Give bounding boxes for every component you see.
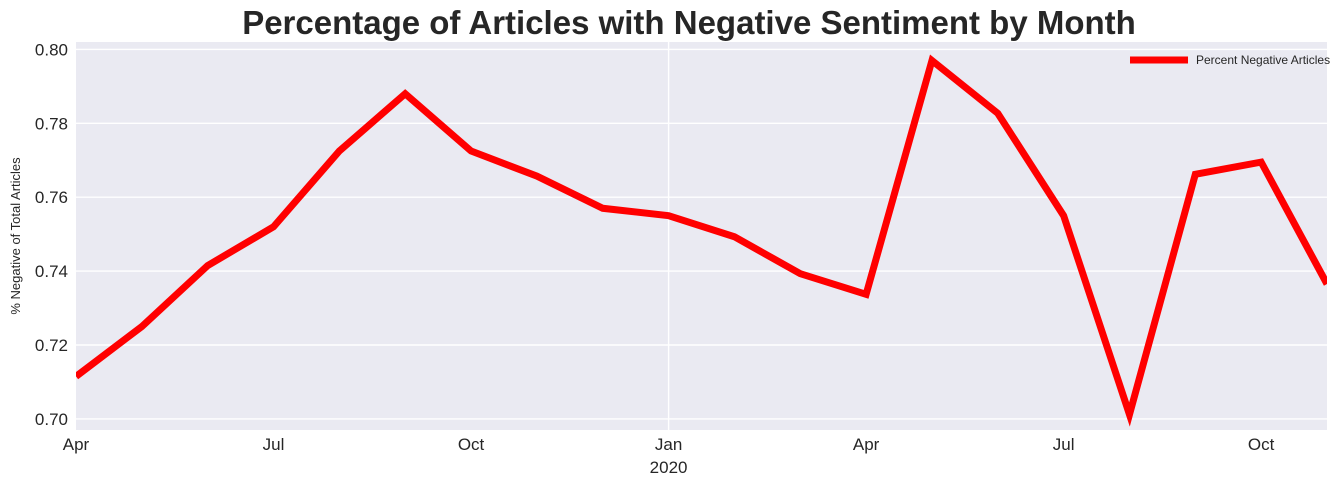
y-tick-label: 0.72 bbox=[35, 336, 68, 355]
series-layer bbox=[76, 54, 1327, 427]
x-tick-label: Jul bbox=[1053, 435, 1075, 454]
x-tick-label: Jul bbox=[263, 435, 285, 454]
x-tick-label: Apr bbox=[853, 435, 880, 454]
x-tick-label: Oct bbox=[1248, 435, 1275, 454]
y-tick-label: 0.78 bbox=[35, 114, 68, 133]
series-line bbox=[76, 54, 1327, 427]
plot-background bbox=[76, 42, 1327, 430]
grid-lines bbox=[76, 42, 1327, 430]
legend: Percent Negative Articles bbox=[1130, 53, 1330, 67]
y-tick-label: 0.76 bbox=[35, 188, 68, 207]
x-tick-label: Apr bbox=[63, 435, 90, 454]
x-tick-label: Jan bbox=[655, 435, 682, 454]
y-tick-label: 0.70 bbox=[35, 410, 68, 429]
legend-label: Percent Negative Articles bbox=[1196, 53, 1330, 67]
axis-ticks: 0.70 0.72 0.74 0.76 0.78 0.80 Apr Jul Oct Jan 2020… bbox=[35, 40, 1275, 477]
y-tick-label: 0.74 bbox=[35, 262, 68, 281]
x-tick-label: Oct bbox=[458, 435, 485, 454]
chart-title: Percentage of Articles with Negative Sen… bbox=[242, 4, 1136, 41]
x-tick-year-label: 2020 bbox=[650, 458, 688, 477]
y-tick-label: 0.80 bbox=[35, 40, 68, 59]
y-axis-label: % Negative of Total Articles bbox=[8, 157, 23, 315]
